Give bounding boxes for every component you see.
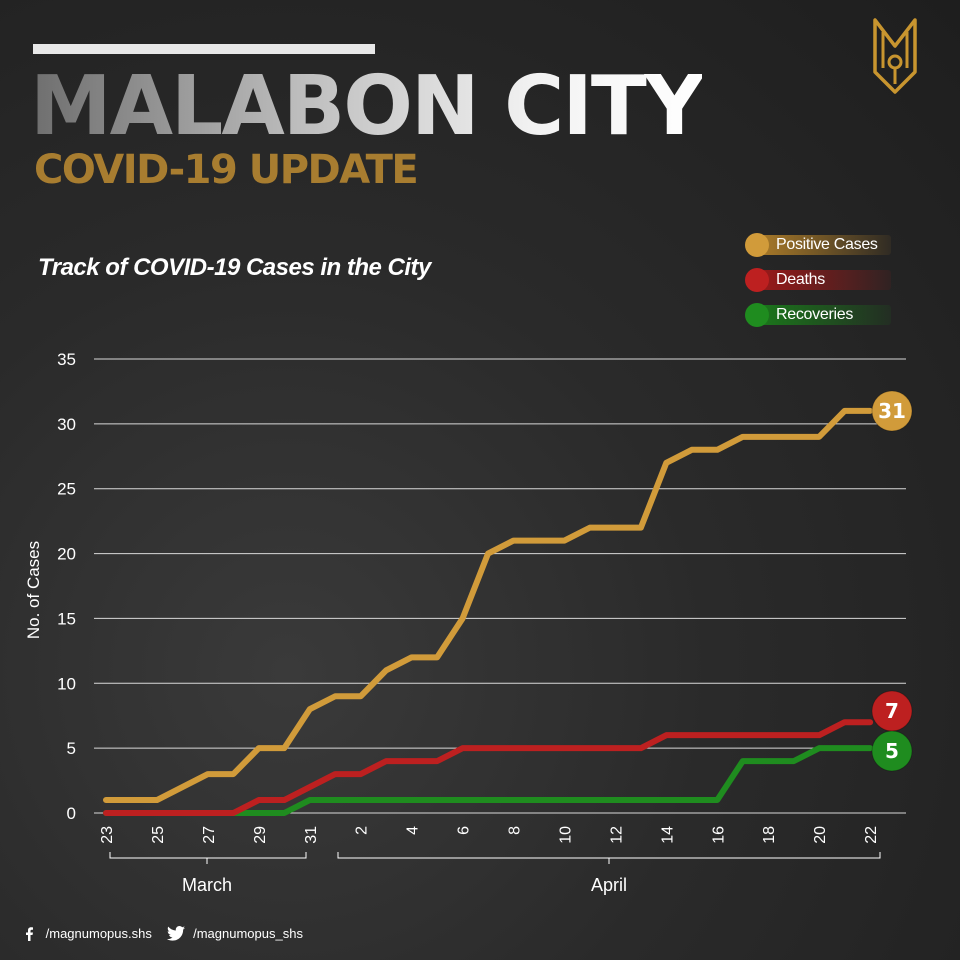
x-tick-label: 2 bbox=[354, 826, 371, 835]
legend-dot-positive bbox=[745, 233, 769, 257]
facebook-icon bbox=[26, 926, 33, 941]
x-tick-label: 16 bbox=[710, 826, 727, 844]
month-label: April bbox=[591, 875, 627, 895]
y-tick-label: 0 bbox=[67, 804, 76, 823]
x-tick-label: 4 bbox=[405, 826, 422, 835]
legend-label-positive: Positive Cases bbox=[776, 236, 878, 253]
legend-dot-recoveries bbox=[745, 303, 769, 327]
title-accent-bar bbox=[33, 44, 375, 54]
legend-swatch-recoveries bbox=[751, 305, 891, 325]
legend-item-deaths: Deaths bbox=[745, 267, 895, 292]
x-tick-label: 23 bbox=[99, 826, 116, 844]
y-tick-label: 5 bbox=[67, 739, 76, 758]
y-tick-label: 20 bbox=[57, 545, 76, 564]
legend-label-deaths: Deaths bbox=[776, 271, 825, 288]
series-line-deaths bbox=[103, 719, 874, 816]
legend-item-positive: Positive Cases bbox=[745, 232, 895, 257]
x-tick-label: 22 bbox=[863, 826, 880, 844]
y-axis-label: No. of Cases bbox=[24, 541, 43, 639]
end-value-label: 7 bbox=[885, 699, 899, 723]
x-tick-label: 31 bbox=[303, 826, 320, 844]
legend-swatch-positive bbox=[751, 235, 891, 255]
page-title: MALABON CITY bbox=[30, 59, 704, 154]
month-bracket-0 bbox=[109, 852, 307, 864]
legend-dot-deaths bbox=[745, 268, 769, 292]
x-tick-label: 10 bbox=[557, 826, 574, 844]
x-tick-label: 18 bbox=[761, 826, 778, 844]
series-line-recoveries bbox=[103, 745, 874, 816]
y-tick-label: 10 bbox=[57, 674, 76, 693]
end-value-label: 31 bbox=[878, 399, 906, 423]
facebook-handle[interactable]: /magnumopus.shs bbox=[45, 926, 152, 942]
x-tick-label: 12 bbox=[608, 826, 625, 844]
legend-label-recoveries: Recoveries bbox=[776, 306, 854, 323]
y-tick-label: 25 bbox=[57, 480, 76, 499]
end-badge-0 bbox=[871, 390, 913, 432]
twitter-handle[interactable]: /magnumopus_shs bbox=[193, 926, 303, 942]
x-tick-label: 14 bbox=[659, 826, 676, 844]
page-subtitle: COVID-19 UPDATE bbox=[34, 147, 419, 193]
twitter-icon bbox=[167, 926, 186, 941]
chart-title: Track of COVID-19 Cases in the City bbox=[38, 254, 431, 281]
brand-logo-icon bbox=[873, 18, 917, 94]
legend-swatch-deaths bbox=[751, 270, 891, 290]
y-tick-label: 35 bbox=[57, 350, 76, 369]
chart-legend: Positive Cases Deaths Recoveries bbox=[745, 232, 895, 337]
x-tick-label: 27 bbox=[201, 826, 218, 844]
x-tick-label: 8 bbox=[507, 826, 524, 835]
y-tick-label: 15 bbox=[57, 609, 76, 628]
x-tick-label: 25 bbox=[150, 826, 167, 844]
y-tick-label: 30 bbox=[57, 415, 76, 434]
end-value-label: 5 bbox=[885, 739, 899, 763]
legend-item-recoveries: Recoveries bbox=[745, 302, 895, 327]
social-footer: /magnumopus.shs /magnumopus_shs bbox=[24, 925, 303, 941]
x-tick-label: 6 bbox=[456, 826, 473, 835]
x-tick-label: 29 bbox=[252, 826, 269, 844]
month-bracket-1 bbox=[337, 852, 881, 864]
x-tick-label: 20 bbox=[812, 826, 829, 844]
month-label: March bbox=[182, 875, 232, 895]
series-line-positive-cases bbox=[103, 407, 874, 804]
end-badge-2 bbox=[871, 730, 913, 772]
